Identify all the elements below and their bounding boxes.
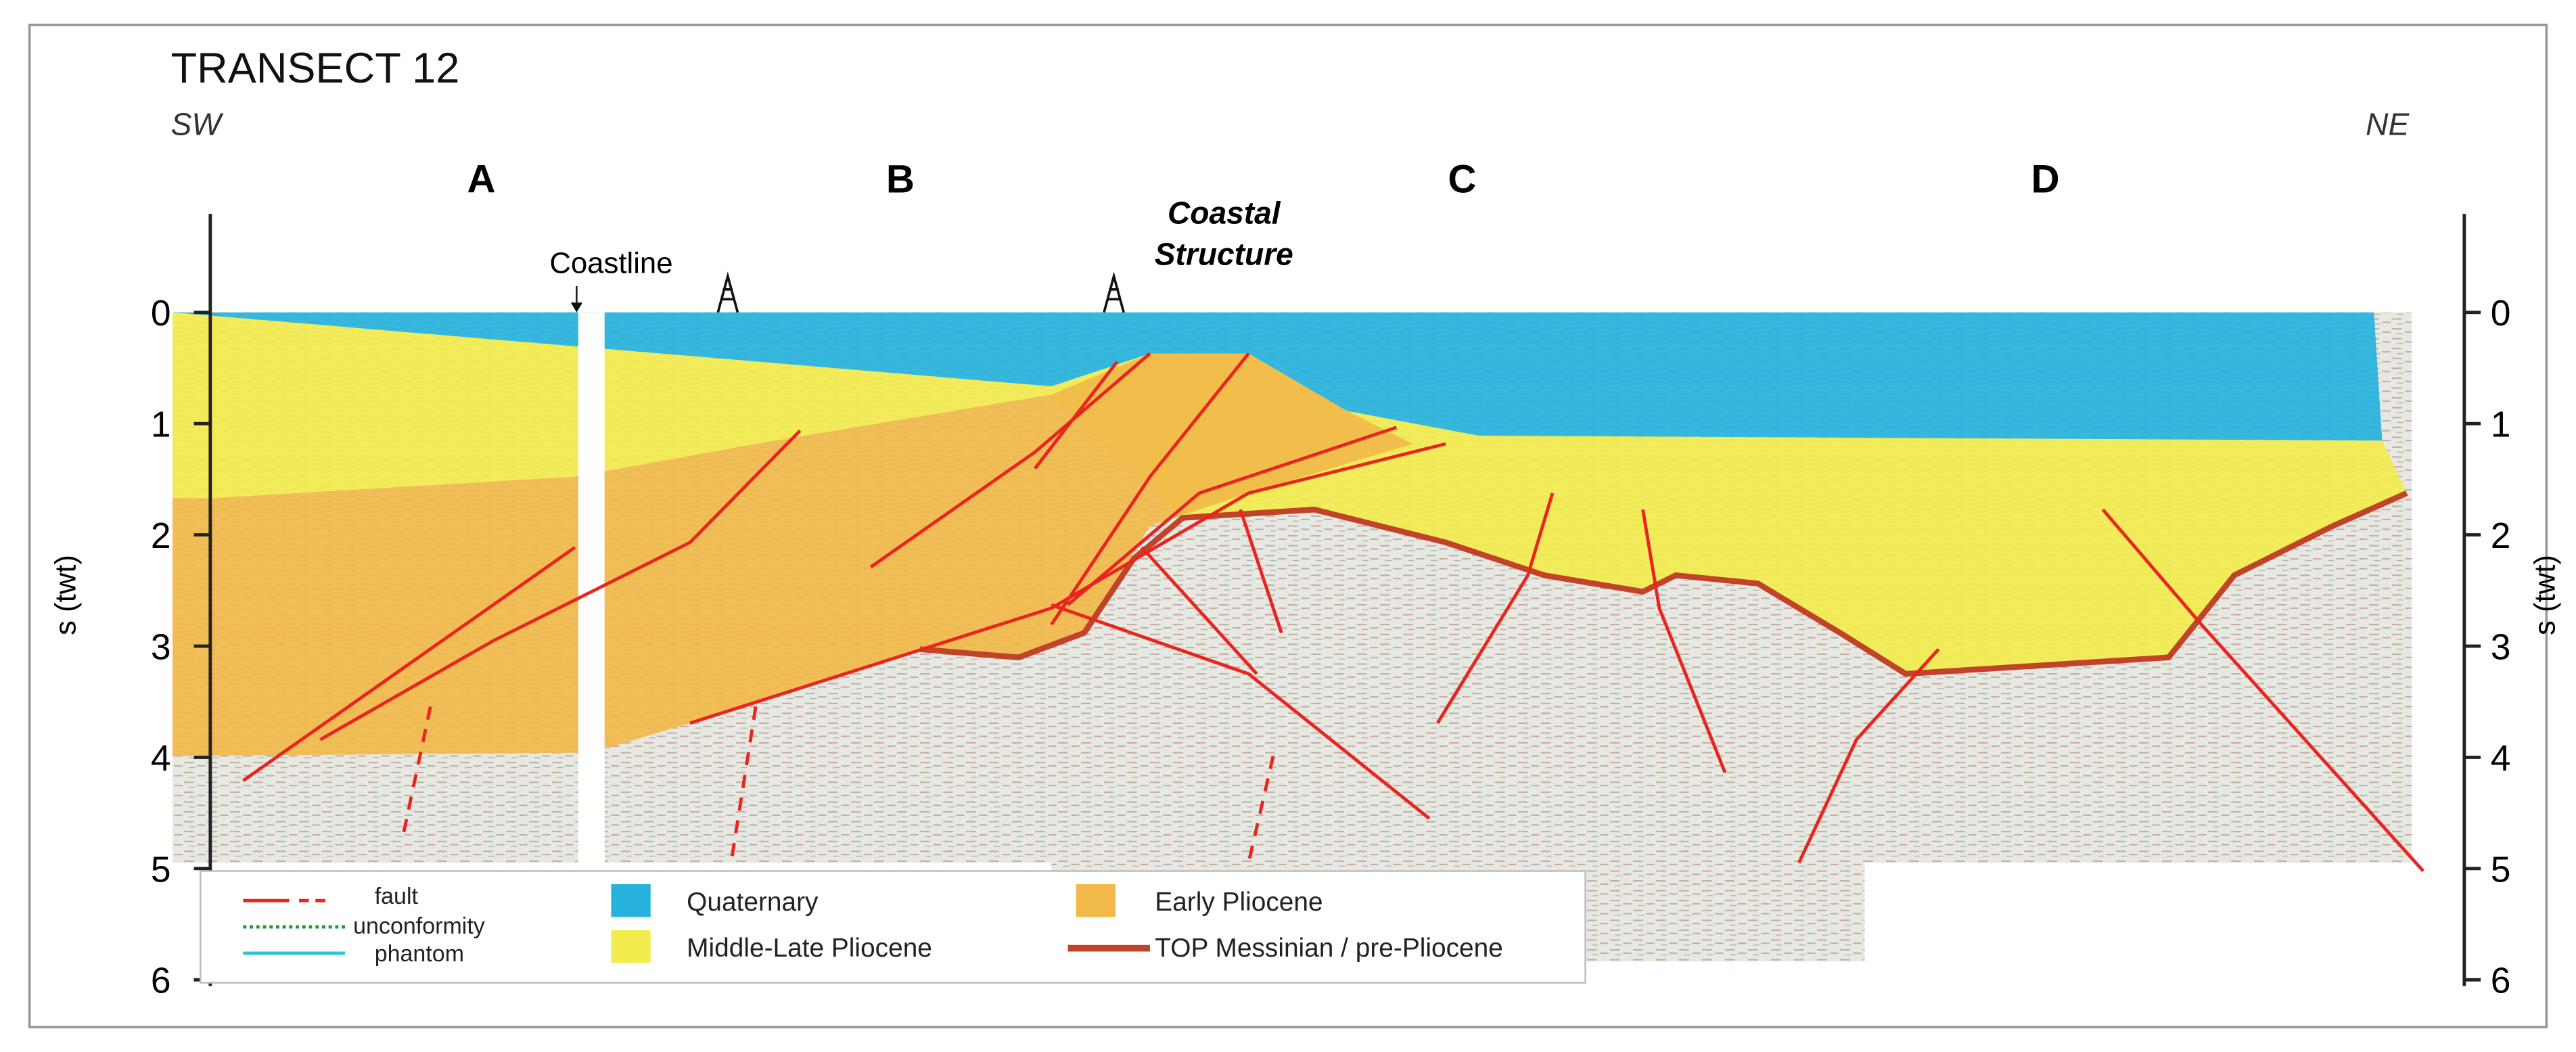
well bbox=[1103, 271, 1125, 313]
section-label: A bbox=[467, 158, 496, 202]
well bbox=[716, 271, 739, 313]
fault bbox=[1435, 493, 1555, 725]
tick-label: 2 bbox=[2491, 516, 2511, 556]
tick-label: 6 bbox=[2491, 961, 2511, 1001]
tick-label: 2 bbox=[151, 516, 171, 556]
section-label: C bbox=[1448, 158, 1476, 202]
tick-label: 4 bbox=[151, 739, 171, 779]
fault-dashed bbox=[729, 706, 758, 863]
fault bbox=[1034, 361, 1119, 470]
fault bbox=[1051, 603, 1431, 820]
axis-label: s (twt) bbox=[49, 555, 83, 635]
legend-label: phantom bbox=[375, 941, 464, 967]
orientation-right: NE bbox=[2366, 106, 2410, 141]
tick-label: 1 bbox=[151, 405, 171, 445]
fault-dashed bbox=[1247, 755, 1275, 863]
tick-label: 0 bbox=[2491, 294, 2511, 334]
legend-symbol bbox=[611, 884, 651, 917]
fault bbox=[869, 352, 1151, 569]
tick-label: 0 bbox=[151, 294, 171, 334]
fault bbox=[1066, 426, 1398, 606]
fault bbox=[242, 546, 576, 782]
legend-label: Early Pliocene bbox=[1155, 888, 1322, 917]
fault bbox=[1050, 352, 1250, 626]
legend-label: TOP Messinian / pre-Pliocene bbox=[1155, 934, 1503, 963]
legend-label: fault bbox=[375, 884, 419, 909]
fault bbox=[1141, 546, 1258, 675]
fault bbox=[1641, 509, 1727, 773]
fault bbox=[1797, 648, 1940, 864]
tick-label: 1 bbox=[2491, 405, 2511, 445]
tick-label: 3 bbox=[151, 627, 171, 667]
tick-label: 3 bbox=[2491, 627, 2511, 667]
fault bbox=[689, 442, 1446, 725]
early-pliocene bbox=[172, 353, 1413, 756]
legend-box bbox=[200, 870, 1586, 984]
tick-label: 4 bbox=[2491, 739, 2511, 779]
quaternary bbox=[172, 312, 2383, 441]
annotation: Coastal bbox=[1168, 196, 1281, 231]
axis-label: s (twt) bbox=[2528, 555, 2561, 635]
legend-symbol bbox=[611, 930, 651, 963]
legend-label: unconformity bbox=[353, 913, 485, 939]
top-messinian bbox=[919, 490, 2408, 677]
faults bbox=[242, 352, 2424, 873]
tick-label: 5 bbox=[151, 850, 171, 890]
fault bbox=[319, 429, 802, 741]
orientation-left: SW bbox=[171, 106, 225, 141]
legend: fault unconformity phantom Quaternary Mi… bbox=[200, 870, 1586, 984]
section-label: D bbox=[2031, 158, 2060, 202]
annotation: Coastline bbox=[549, 247, 672, 280]
fault bbox=[1239, 509, 1283, 634]
title: TRANSECT 12 bbox=[171, 45, 460, 92]
section-label: B bbox=[886, 158, 915, 202]
tick-label: 5 bbox=[2491, 850, 2511, 890]
fault bbox=[2101, 508, 2424, 873]
legend-symbol bbox=[1076, 884, 1116, 917]
middle-late-pliocene bbox=[172, 312, 2407, 674]
legend-label: Quaternary bbox=[687, 888, 819, 917]
annotation: Structure bbox=[1155, 236, 1293, 271]
legend-label: Middle-Late Pliocene bbox=[687, 934, 932, 963]
tick-label: 6 bbox=[151, 961, 171, 1001]
coastline-arrow bbox=[571, 285, 582, 313]
